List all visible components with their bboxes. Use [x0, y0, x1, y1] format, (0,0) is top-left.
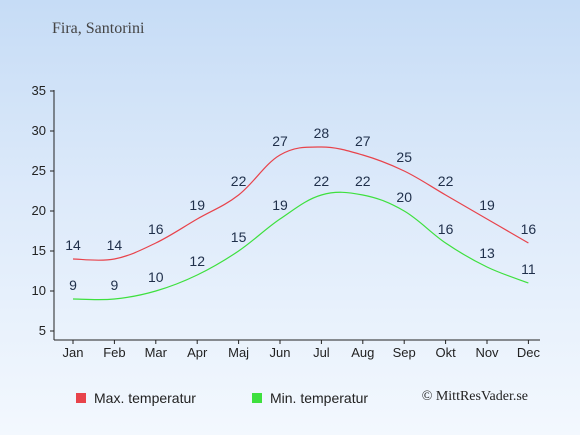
y-tick-label-30: 30	[32, 123, 46, 138]
max-label-sep: 25	[396, 149, 412, 165]
x-tick-label-sep: Sep	[393, 345, 416, 360]
min-label-nov: 13	[479, 245, 495, 261]
min-label-dec: 11	[521, 261, 536, 277]
max-label-dec: 16	[521, 221, 537, 237]
x-tick-label-aug: Aug	[351, 345, 374, 360]
y-tick-label-10: 10	[32, 283, 46, 298]
x-tick-label-okt: Okt	[435, 345, 456, 360]
max-label-mar: 16	[148, 221, 164, 237]
min-label-jun: 19	[272, 197, 288, 213]
max-label-maj: 22	[231, 173, 247, 189]
min-label-apr: 12	[189, 253, 205, 269]
max-label-apr: 19	[189, 197, 205, 213]
x-tick-label-nov: Nov	[475, 345, 499, 360]
min-label-feb: 9	[111, 277, 119, 293]
y-tick-label-20: 20	[32, 203, 46, 218]
min-label-sep: 20	[396, 189, 412, 205]
y-tick-label-35: 35	[32, 83, 46, 98]
legend-min-swatch	[252, 393, 262, 403]
y-tick-label-25: 25	[32, 163, 46, 178]
min-label-jan: 9	[69, 277, 77, 293]
min-label-jul: 22	[314, 173, 330, 189]
max-label-aug: 27	[355, 133, 371, 149]
min-label-okt: 16	[438, 221, 454, 237]
x-tick-label-jul: Jul	[313, 345, 330, 360]
x-tick-label-jan: Jan	[63, 345, 84, 360]
legend-max-swatch	[76, 393, 86, 403]
x-tick-label-maj: Maj	[228, 345, 249, 360]
x-tick-label-mar: Mar	[145, 345, 168, 360]
x-tick-label-apr: Apr	[187, 345, 208, 360]
max-label-feb: 14	[107, 237, 123, 253]
min-label-maj: 15	[231, 229, 247, 245]
legend-min-label: Min. temperatur	[270, 390, 369, 406]
max-label-jun: 27	[272, 133, 288, 149]
x-tick-label-jun: Jun	[270, 345, 291, 360]
x-tick-label-feb: Feb	[103, 345, 125, 360]
copyright-text: © MittResVader.se	[421, 389, 528, 404]
max-label-jan: 14	[65, 237, 81, 253]
data-labels: 14 14 16 19 22 27 28 27 25 22 19 16 9 9 10 12 15 19 22 22 20…	[65, 125, 536, 293]
max-temperature-line	[72, 146, 529, 261]
legend-max-label: Max. temperatur	[94, 390, 196, 406]
max-label-nov: 19	[479, 197, 495, 213]
series-lines	[72, 146, 529, 301]
axes: 5 10 15 20 25 30 35 Jan Feb Mar Apr Maj Jun Jul Aug Sep…	[32, 83, 541, 360]
chart-title: Fira, Santorini	[52, 20, 145, 37]
min-label-aug: 22	[355, 173, 371, 189]
y-tick-label-15: 15	[32, 243, 46, 258]
max-label-jul: 28	[314, 125, 330, 141]
min-label-mar: 10	[148, 269, 164, 285]
legend-max: Max. temperatur	[76, 389, 196, 407]
x-tick-label-dec: Dec	[517, 345, 541, 360]
legend-min: Min. temperatur	[252, 389, 368, 407]
min-temperature-line	[72, 191, 529, 301]
y-tick-label-5: 5	[39, 323, 46, 338]
max-label-okt: 22	[438, 173, 454, 189]
